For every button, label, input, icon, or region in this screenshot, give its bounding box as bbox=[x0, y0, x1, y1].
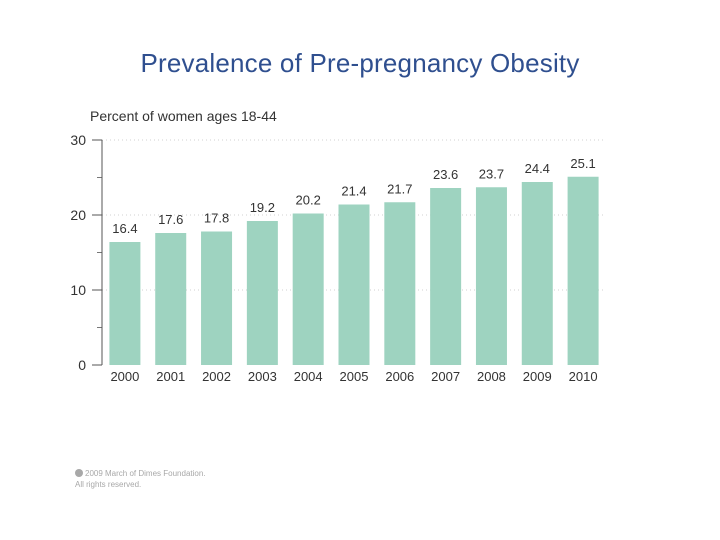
x-tick-label-2000: 2000 bbox=[110, 369, 139, 384]
data-label-2002: 17.8 bbox=[204, 211, 229, 226]
copyright-icon bbox=[75, 469, 83, 477]
bar-2008 bbox=[475, 187, 507, 365]
bar-2007 bbox=[430, 188, 462, 365]
copyright-line-2: All rights reserved. bbox=[75, 480, 142, 489]
y-axis-label: Percent of women ages 18-44 bbox=[90, 108, 277, 124]
slide-title: Prevalence of Pre-pregnancy Obesity bbox=[140, 48, 580, 78]
copyright-note: 2009 March of Dimes Foundation. All righ… bbox=[75, 468, 206, 490]
bars bbox=[109, 176, 599, 365]
bar-2001 bbox=[155, 233, 187, 365]
data-label-2006: 21.7 bbox=[387, 181, 412, 196]
data-label-2001: 17.6 bbox=[158, 212, 183, 227]
data-label-2009: 24.4 bbox=[525, 161, 550, 176]
x-tick-label-2003: 2003 bbox=[248, 369, 277, 384]
bar-2002 bbox=[201, 231, 233, 365]
bar-2004 bbox=[292, 213, 324, 365]
x-tick-label-2002: 2002 bbox=[202, 369, 231, 384]
data-label-2000: 16.4 bbox=[112, 221, 137, 236]
y-tick-label: 30 bbox=[70, 132, 86, 148]
x-axis-ticks: 2000 2001 2002 2003 2004 2005 2006 2007 2008 2009… bbox=[110, 369, 597, 384]
bar-2003 bbox=[246, 221, 278, 365]
bar-2000 bbox=[109, 242, 141, 365]
x-tick-label-2005: 2005 bbox=[340, 369, 369, 384]
data-label-2008: 23.7 bbox=[479, 166, 504, 181]
x-tick-label-2001: 2001 bbox=[156, 369, 185, 384]
data-label-2007: 23.6 bbox=[433, 167, 458, 182]
y-axis: 0 10 20 30 bbox=[70, 132, 103, 373]
y-tick-label: 10 bbox=[70, 282, 86, 298]
data-label-2004: 20.2 bbox=[296, 193, 321, 208]
data-label-2005: 21.4 bbox=[341, 184, 366, 199]
copyright-line-1: 2009 March of Dimes Foundation. bbox=[85, 469, 206, 478]
data-label-2003: 19.2 bbox=[250, 200, 275, 215]
bar-2010 bbox=[567, 176, 599, 365]
x-tick-label-2004: 2004 bbox=[294, 369, 323, 384]
data-label-2010: 25.1 bbox=[570, 156, 595, 171]
x-tick-label-2007: 2007 bbox=[431, 369, 460, 384]
x-tick-label-2006: 2006 bbox=[385, 369, 414, 384]
x-tick-label-2009: 2009 bbox=[523, 369, 552, 384]
x-tick-label-2010: 2010 bbox=[569, 369, 598, 384]
bar-2005 bbox=[338, 204, 370, 365]
x-tick-label-2008: 2008 bbox=[477, 369, 506, 384]
bar-2006 bbox=[384, 202, 416, 365]
y-tick-label: 20 bbox=[70, 207, 86, 223]
data-labels: 16.4 17.6 17.8 19.2 20.2 21.4 21.7 23.6 23.7 24.4… bbox=[112, 156, 595, 236]
bar-2009 bbox=[521, 182, 553, 365]
y-tick-label: 0 bbox=[78, 357, 86, 373]
